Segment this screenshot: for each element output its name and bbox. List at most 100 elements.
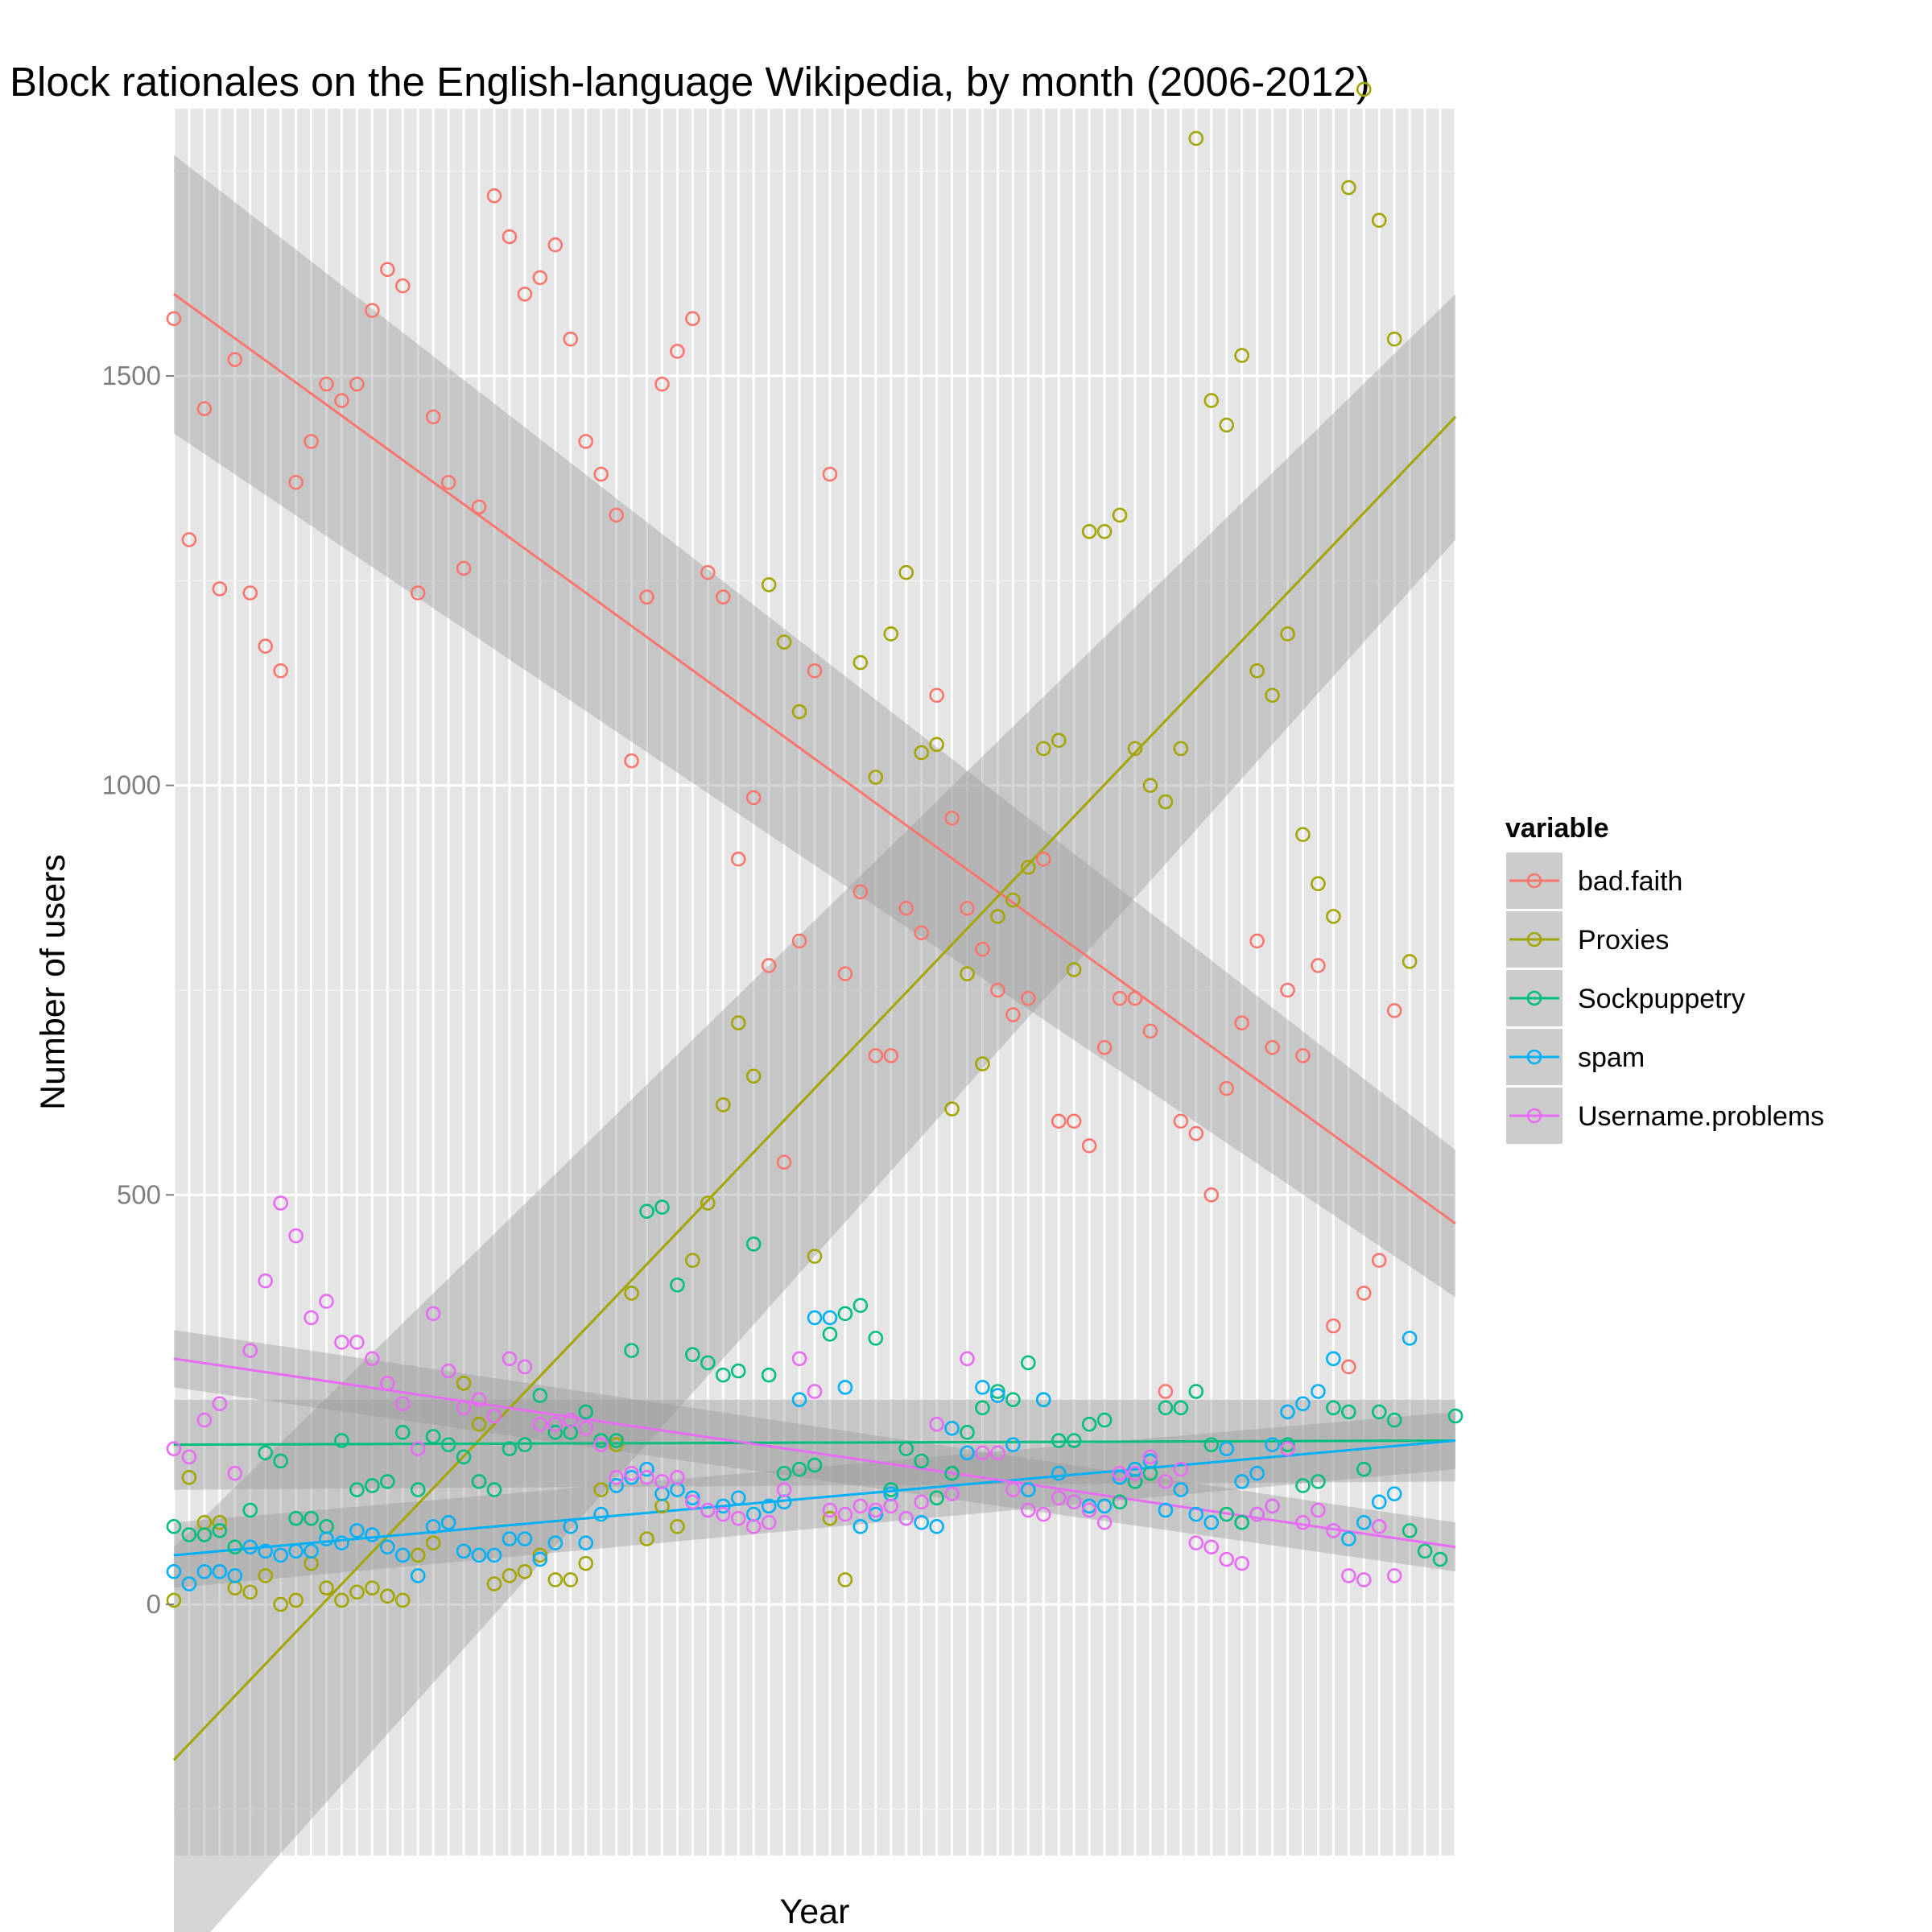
data-point	[517, 286, 533, 302]
data-point	[440, 1437, 456, 1452]
data-point	[288, 1228, 303, 1244]
data-point	[960, 1351, 975, 1367]
data-point	[410, 1568, 426, 1583]
data-point	[349, 1523, 365, 1538]
data-point	[593, 1482, 609, 1497]
data-point	[334, 393, 349, 408]
data-point	[944, 811, 960, 826]
data-point	[730, 851, 746, 867]
data-point	[471, 499, 487, 515]
data-point	[380, 262, 395, 278]
data-point	[685, 1490, 700, 1506]
data-point	[1249, 663, 1265, 679]
data-point	[1371, 1253, 1387, 1269]
data-point	[852, 654, 869, 671]
data-point	[1127, 1465, 1143, 1481]
data-point	[700, 564, 716, 580]
data-point	[1188, 1535, 1204, 1550]
data-point	[486, 1408, 502, 1424]
data-point	[578, 1555, 594, 1571]
data-point	[837, 1306, 853, 1322]
data-point	[761, 1514, 777, 1530]
data-point	[181, 532, 197, 547]
data-point	[1142, 778, 1158, 793]
x-axis-title: Year	[780, 1893, 850, 1931]
data-point	[1356, 1461, 1372, 1477]
data-point	[349, 1584, 365, 1600]
data-point	[960, 966, 975, 981]
data-point	[914, 925, 929, 941]
data-point	[425, 1535, 441, 1550]
y-axis-title: Number of users	[34, 854, 72, 1110]
confidence-band	[174, 155, 1455, 1298]
data-point	[1127, 741, 1143, 757]
data-point	[761, 958, 777, 973]
data-point	[365, 1580, 380, 1596]
data-point	[471, 1547, 487, 1563]
data-point	[273, 1547, 288, 1563]
data-point	[410, 1441, 426, 1457]
legend-key-point	[1526, 990, 1542, 1006]
trend-line	[173, 1439, 1456, 1447]
data-point	[639, 589, 654, 605]
data-point	[196, 1527, 213, 1542]
legend-label: Username.problems	[1578, 1101, 1824, 1132]
data-point	[776, 1465, 792, 1481]
data-point	[1219, 1080, 1235, 1096]
data-point	[1311, 958, 1326, 973]
data-point	[609, 1470, 624, 1485]
data-point	[242, 1584, 258, 1600]
data-point	[730, 1363, 746, 1379]
data-point	[670, 344, 685, 359]
data-point	[532, 1551, 548, 1567]
data-point	[745, 1068, 762, 1084]
legend-title: variable	[1505, 813, 1609, 844]
data-point	[1142, 1453, 1158, 1469]
data-point	[929, 687, 944, 704]
data-point	[425, 1429, 441, 1444]
data-point	[685, 1253, 700, 1269]
data-point	[715, 1506, 731, 1522]
data-point	[1021, 1482, 1036, 1497]
y-tick-label: 0	[147, 1589, 161, 1619]
data-point	[929, 737, 944, 753]
data-point	[1173, 1482, 1189, 1497]
data-point	[852, 884, 869, 900]
legend-label: bad.faith	[1578, 866, 1682, 897]
data-point	[319, 1294, 334, 1309]
data-point	[1005, 1482, 1021, 1497]
data-point	[1066, 1113, 1082, 1129]
data-point	[883, 1498, 899, 1514]
data-point	[1035, 851, 1051, 867]
trend-line	[173, 1439, 1456, 1557]
data-point	[166, 1564, 182, 1579]
data-point	[1234, 1555, 1249, 1571]
data-point	[700, 1195, 716, 1211]
data-point	[1280, 1437, 1295, 1452]
data-point	[1158, 1400, 1174, 1416]
data-point	[624, 1465, 639, 1481]
data-point	[181, 1527, 197, 1542]
data-point	[1265, 1498, 1280, 1514]
data-point	[654, 1474, 670, 1489]
data-point	[547, 1425, 564, 1440]
data-point	[1112, 507, 1128, 523]
data-point	[639, 1203, 654, 1219]
data-point	[1173, 1113, 1189, 1129]
data-point	[440, 474, 456, 490]
data-point	[242, 1343, 258, 1358]
data-point	[365, 303, 380, 318]
legend-key-point	[1526, 1108, 1542, 1124]
data-point	[456, 560, 472, 576]
data-point	[670, 1519, 685, 1534]
data-point	[1142, 1449, 1158, 1465]
data-point	[1295, 1048, 1311, 1063]
data-point	[914, 1453, 929, 1469]
data-point	[1311, 876, 1326, 892]
data-point	[1341, 180, 1356, 196]
data-point	[1096, 1039, 1113, 1055]
data-point	[1280, 1441, 1295, 1457]
data-point	[685, 1494, 700, 1510]
data-point	[486, 1482, 502, 1497]
